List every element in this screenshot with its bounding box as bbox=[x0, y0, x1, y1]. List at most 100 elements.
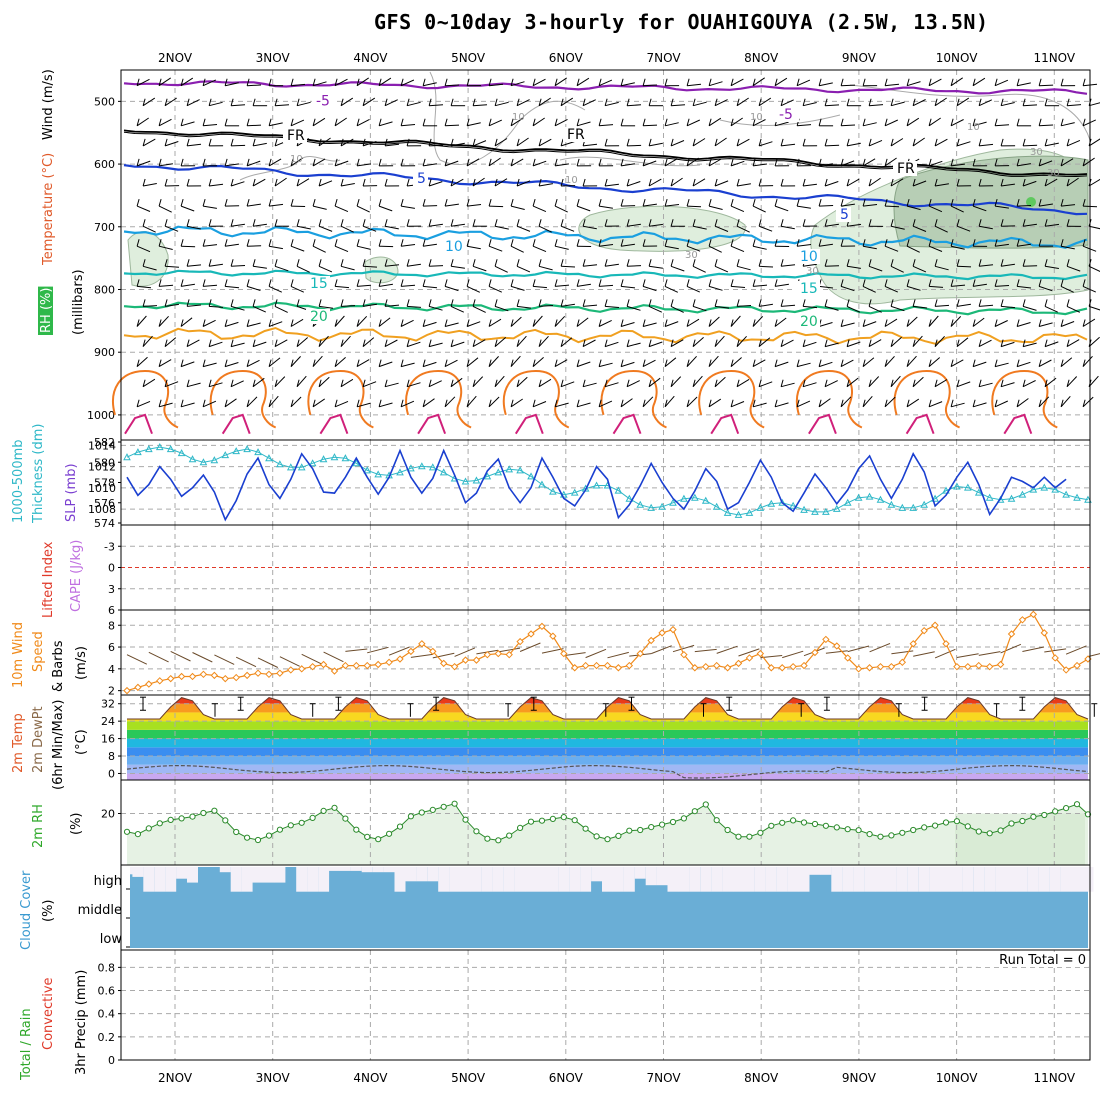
wind-barb-flag bbox=[466, 239, 470, 247]
cloud-clear-bar bbox=[329, 867, 340, 871]
wind-barb-flag bbox=[890, 299, 894, 307]
wind-barb bbox=[642, 285, 657, 292]
wind-barb-flag bbox=[994, 158, 998, 167]
wind-barb bbox=[664, 321, 679, 327]
wind-barb bbox=[268, 158, 282, 167]
wind-barb bbox=[671, 104, 686, 107]
isotherm-35 bbox=[319, 413, 349, 435]
wind-barb-flag bbox=[1082, 319, 1086, 327]
wind-barb-flag bbox=[912, 98, 916, 106]
wind-barb bbox=[1061, 204, 1076, 207]
wind-barb bbox=[649, 265, 663, 269]
wind-speed-point bbox=[658, 629, 666, 637]
wind-barb bbox=[884, 157, 897, 167]
wind-speed-tick-label: 6 bbox=[108, 641, 115, 654]
wind-barb-flag bbox=[516, 299, 520, 307]
wind-barb-flag bbox=[444, 118, 448, 126]
wind-barb-flag bbox=[824, 299, 828, 307]
wind-barb bbox=[1045, 265, 1059, 269]
thickness-point bbox=[690, 493, 699, 501]
wind-barb-flag bbox=[428, 219, 432, 227]
cloud-clear-bar bbox=[743, 867, 755, 892]
wind-barb bbox=[510, 355, 521, 367]
surface-wind-barb bbox=[126, 654, 148, 665]
wind-barb bbox=[158, 118, 172, 127]
wind-barb-flag bbox=[406, 299, 410, 307]
wind-barb-flag bbox=[576, 78, 580, 86]
wind-barb bbox=[1022, 305, 1037, 311]
rh-point bbox=[167, 816, 174, 824]
wind-barb bbox=[356, 118, 370, 127]
wind-barb bbox=[224, 362, 239, 368]
wind-barb-flag bbox=[934, 178, 938, 187]
cloud-clear-bar bbox=[602, 867, 613, 892]
wind-barb bbox=[928, 315, 939, 327]
wind-barb bbox=[407, 263, 421, 267]
rh-point bbox=[768, 822, 775, 829]
rh-point bbox=[713, 817, 720, 824]
wind-barb bbox=[692, 225, 707, 230]
wind-barb-flag bbox=[252, 138, 256, 147]
wind-barb bbox=[708, 398, 722, 408]
wind-barb-flag bbox=[186, 138, 190, 147]
rh-point bbox=[1073, 801, 1081, 808]
date-label-top: 8NOV bbox=[744, 51, 779, 65]
thickness-point bbox=[887, 500, 896, 508]
wind-barb bbox=[312, 81, 327, 87]
isotherm-label: -5 bbox=[779, 107, 793, 123]
thickness-tick-label: 582 bbox=[94, 436, 115, 449]
wind-barb-flag bbox=[846, 178, 850, 187]
wind-barb-flag bbox=[1082, 158, 1086, 167]
wind-barb bbox=[797, 124, 812, 127]
wind-barb bbox=[180, 121, 195, 127]
wind-speed-point bbox=[844, 654, 852, 662]
wind-barb bbox=[598, 362, 613, 368]
contour-label-bg bbox=[306, 276, 330, 291]
wind-barb bbox=[143, 305, 158, 307]
wind-barb bbox=[781, 143, 796, 147]
wind-barb bbox=[554, 402, 569, 408]
wind-barb bbox=[934, 265, 949, 271]
wind-barb-flag bbox=[136, 118, 140, 126]
thickness-point bbox=[254, 448, 262, 456]
wind-barb bbox=[890, 101, 905, 107]
rh-point bbox=[921, 824, 928, 831]
wind-barb-flag bbox=[972, 78, 976, 86]
wind-barb-flag bbox=[224, 239, 228, 247]
precip-tick-label: 0.4 bbox=[98, 1008, 116, 1021]
wind-barb-flag bbox=[334, 279, 338, 287]
wind-barb-flag bbox=[686, 158, 690, 167]
wind-speed-point bbox=[625, 661, 634, 670]
wind-barb-flag bbox=[582, 178, 586, 187]
wind-barb bbox=[664, 158, 678, 167]
surface-wind-barb bbox=[519, 642, 541, 652]
wind-barb bbox=[620, 82, 635, 87]
wind-barb bbox=[1088, 138, 1100, 147]
cloud-clear-bar bbox=[318, 867, 330, 892]
wind-barb-flag bbox=[868, 219, 872, 227]
rh-point bbox=[222, 817, 229, 824]
wind-barb-flag bbox=[268, 399, 272, 407]
wind-barb bbox=[538, 378, 552, 388]
rh-point bbox=[942, 819, 950, 826]
wind-barb bbox=[1016, 361, 1031, 368]
wind-barb bbox=[554, 245, 569, 250]
wind-barb-flag bbox=[538, 98, 542, 106]
wind-barb bbox=[406, 382, 421, 388]
wind-barb bbox=[972, 361, 987, 368]
wind-barb bbox=[466, 285, 481, 293]
wind-barb bbox=[340, 335, 351, 347]
wind-barb bbox=[494, 305, 509, 312]
rh2m-axis-label-group: 2m RH bbox=[31, 804, 46, 848]
rh-point bbox=[265, 832, 273, 839]
wind-barb bbox=[274, 376, 286, 388]
cloud-layer-label: middle bbox=[78, 903, 122, 918]
wind-barb-flag bbox=[252, 178, 256, 187]
wind-barb bbox=[890, 305, 905, 312]
wind-barb-flag bbox=[334, 78, 338, 86]
wind-barb-flag bbox=[868, 138, 872, 147]
wind-barb bbox=[994, 320, 1008, 327]
wind-barb-flag bbox=[824, 138, 828, 147]
wind-barb bbox=[400, 362, 415, 368]
wind-speed-point bbox=[418, 640, 426, 648]
